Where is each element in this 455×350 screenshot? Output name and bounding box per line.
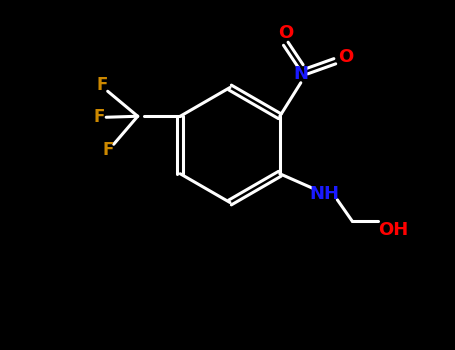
- Text: OH: OH: [378, 221, 409, 239]
- Text: O: O: [278, 24, 293, 42]
- Text: NH: NH: [310, 185, 340, 203]
- Text: N: N: [293, 65, 308, 83]
- Text: F: F: [93, 108, 104, 126]
- Text: F: F: [96, 76, 107, 94]
- Text: O: O: [338, 48, 354, 66]
- Text: F: F: [102, 141, 113, 159]
